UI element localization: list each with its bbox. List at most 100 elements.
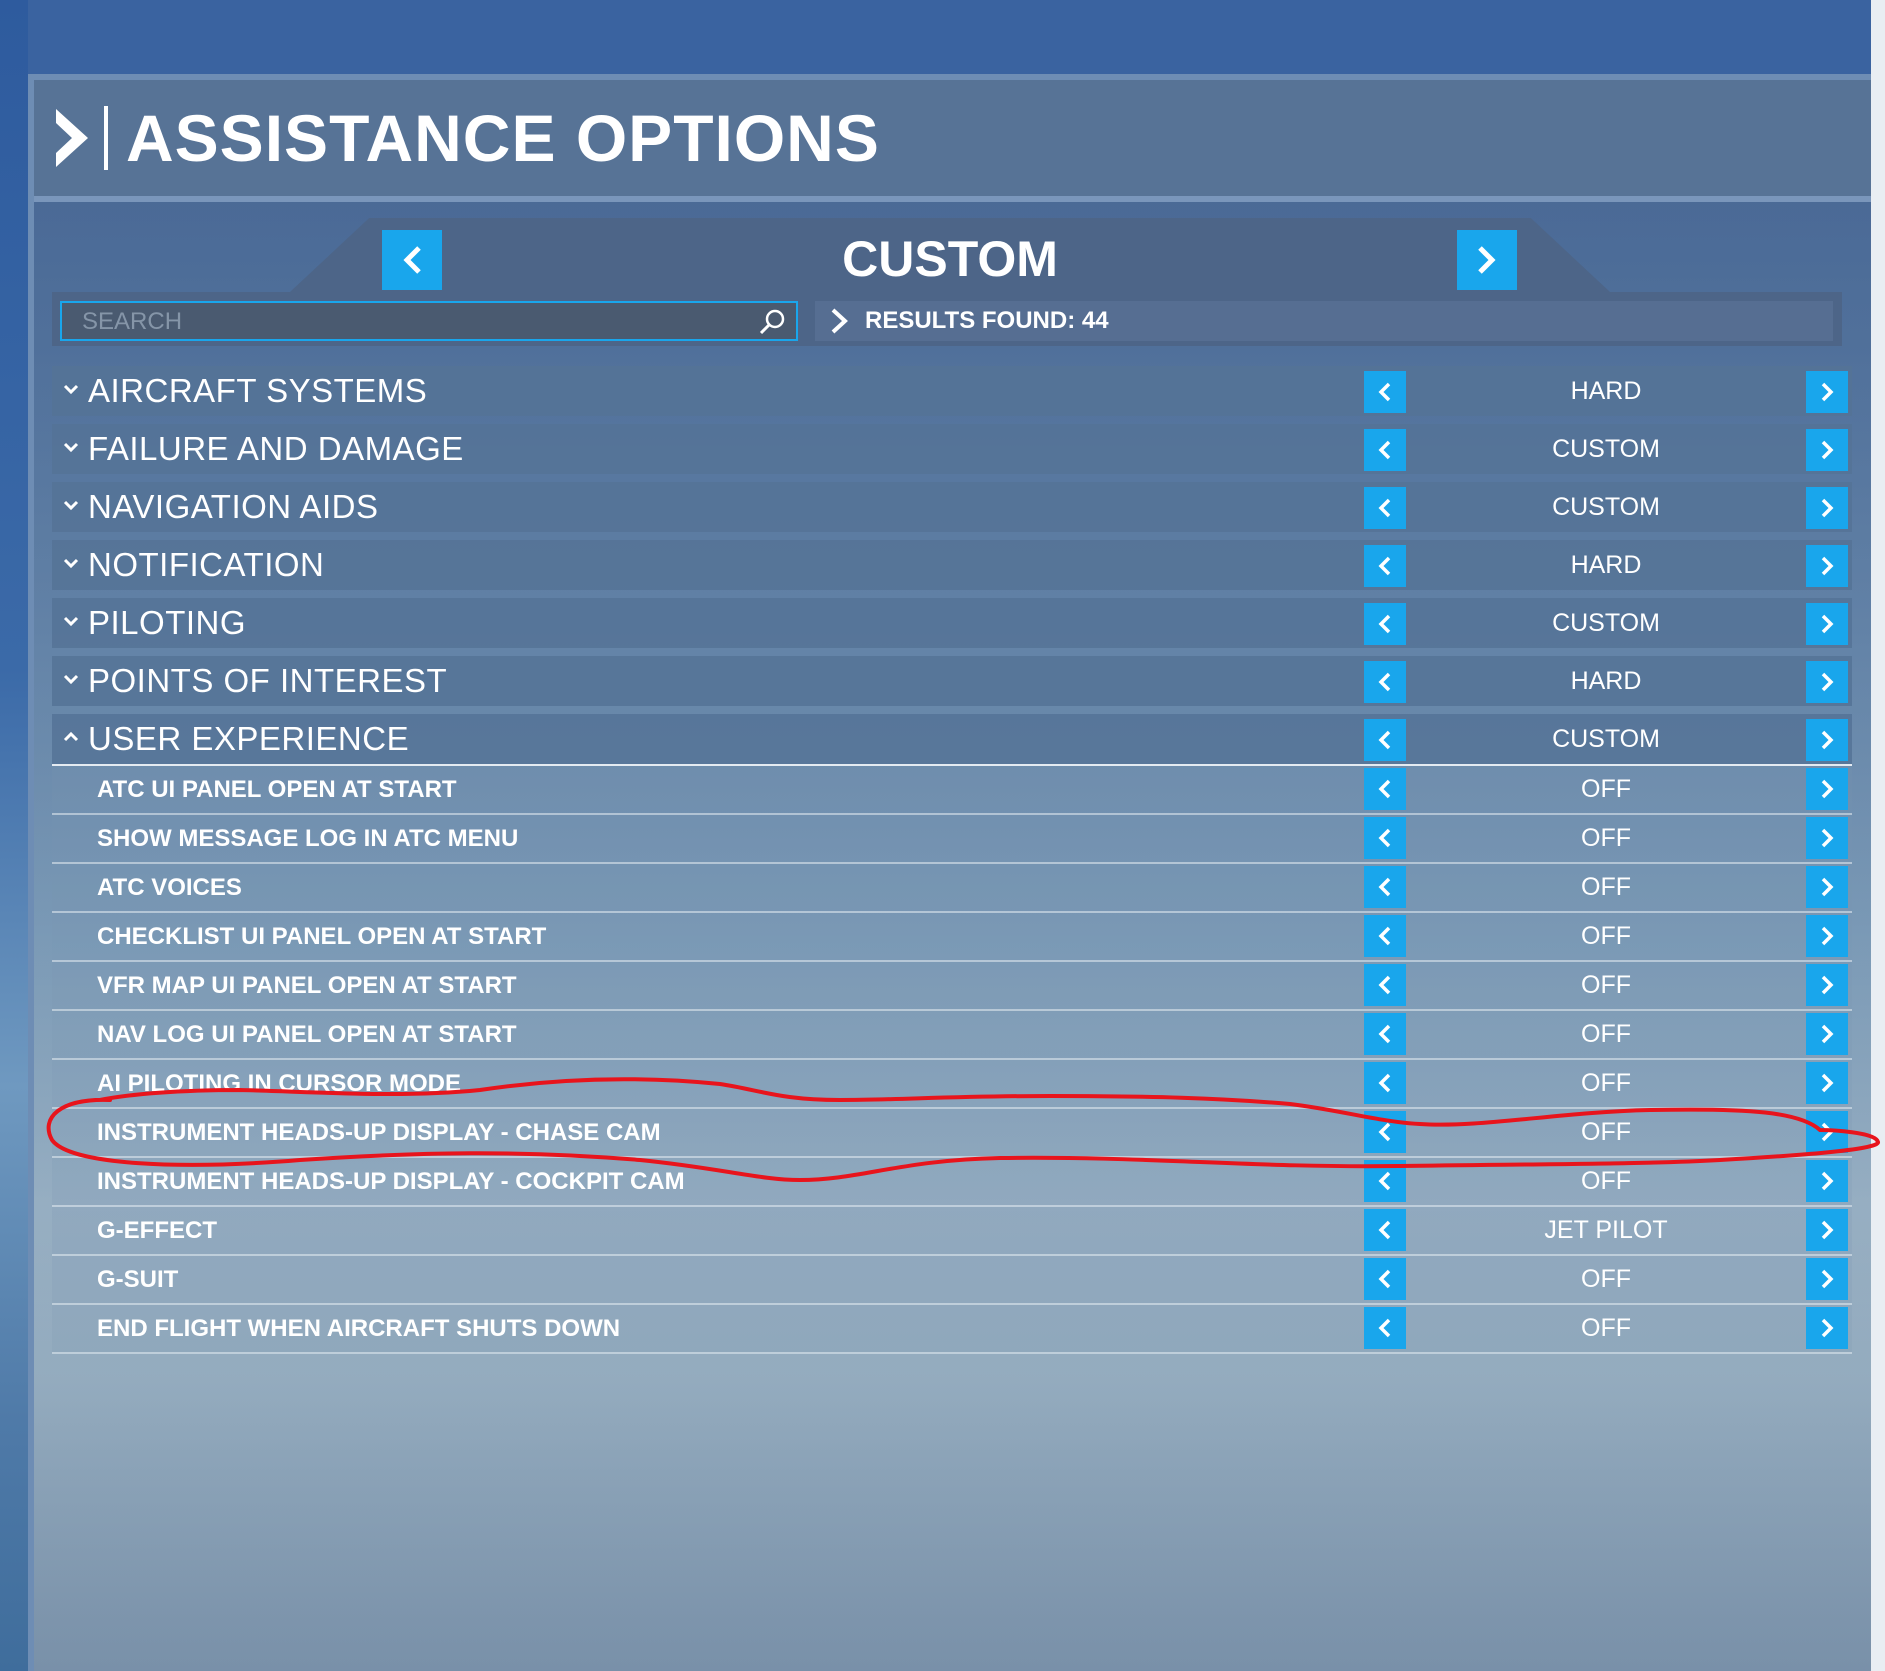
previous-value-button[interactable]: [1364, 371, 1406, 413]
option-value: OFF: [1581, 971, 1631, 999]
previous-value-button[interactable]: [1364, 1111, 1406, 1153]
next-value-button[interactable]: [1806, 817, 1848, 859]
next-value-button[interactable]: [1806, 1209, 1848, 1251]
previous-value-button[interactable]: [1364, 817, 1406, 859]
chevron-left-icon: [1378, 779, 1391, 799]
header-divider: [104, 106, 108, 170]
next-value-button[interactable]: [1806, 1111, 1848, 1153]
option-row-message-log[interactable]: SHOW MESSAGE LOG IN ATC MENU OFF: [52, 815, 1852, 864]
category-points-of-interest[interactable]: POINTS OF INTEREST HARD: [52, 656, 1852, 706]
next-value-button[interactable]: [1806, 1307, 1848, 1349]
next-value-button[interactable]: [1806, 603, 1848, 645]
chevron-right-icon: [1821, 730, 1834, 750]
next-value-button[interactable]: [1806, 768, 1848, 810]
chevron-down-icon: [63, 442, 79, 453]
category-failure-and-damage[interactable]: FAILURE AND DAMAGE CUSTOM: [52, 424, 1852, 474]
option-label: CHECKLIST UI PANEL OPEN AT START: [97, 923, 547, 950]
option-value: OFF: [1581, 1167, 1631, 1195]
chevron-right-icon: [1821, 1073, 1834, 1093]
option-label: G-SUIT: [97, 1266, 179, 1293]
next-value-button[interactable]: [1806, 866, 1848, 908]
background-left-edge: [0, 0, 28, 1671]
previous-value-button[interactable]: [1364, 487, 1406, 529]
category-notification[interactable]: NOTIFICATION HARD: [52, 540, 1852, 590]
previous-value-button[interactable]: [1364, 661, 1406, 703]
chevron-right-icon: [1821, 1024, 1834, 1044]
search-box[interactable]: [60, 301, 798, 341]
previous-value-button[interactable]: [1364, 1013, 1406, 1055]
option-value: OFF: [1581, 922, 1631, 950]
chevron-left-icon: [1378, 828, 1391, 848]
option-row-atc-ui-panel[interactable]: ATC UI PANEL OPEN AT START OFF: [52, 766, 1852, 815]
chevron-right-icon: [1821, 614, 1834, 634]
next-value-button[interactable]: [1806, 1062, 1848, 1104]
previous-value-button[interactable]: [1364, 1258, 1406, 1300]
next-value-button[interactable]: [1806, 915, 1848, 957]
chevron-right-icon: [1821, 975, 1834, 995]
chevron-right-icon: [1821, 1171, 1834, 1191]
previous-value-button[interactable]: [1364, 1307, 1406, 1349]
category-navigation-aids[interactable]: NAVIGATION AIDS CUSTOM: [52, 482, 1852, 532]
option-row-hud-chase-cam[interactable]: INSTRUMENT HEADS-UP DISPLAY - CHASE CAM …: [52, 1109, 1852, 1158]
previous-value-button[interactable]: [1364, 1062, 1406, 1104]
option-value: OFF: [1581, 1265, 1631, 1293]
search-input[interactable]: [62, 303, 764, 341]
next-value-button[interactable]: [1806, 1013, 1848, 1055]
option-value: OFF: [1581, 824, 1631, 852]
chevron-right-icon: [1821, 828, 1834, 848]
option-row-g-suit[interactable]: G-SUIT OFF: [52, 1256, 1852, 1305]
next-value-button[interactable]: [1806, 719, 1848, 761]
next-value-button[interactable]: [1806, 1258, 1848, 1300]
option-row-end-flight[interactable]: END FLIGHT WHEN AIRCRAFT SHUTS DOWN OFF: [52, 1305, 1852, 1354]
chevron-down-icon: [63, 500, 79, 511]
next-value-button[interactable]: [1806, 429, 1848, 471]
next-value-button[interactable]: [1806, 661, 1848, 703]
option-value: OFF: [1581, 1020, 1631, 1048]
next-value-button[interactable]: [1806, 371, 1848, 413]
previous-value-button[interactable]: [1364, 1160, 1406, 1202]
preset-next-button[interactable]: [1457, 230, 1517, 290]
previous-value-button[interactable]: [1364, 719, 1406, 761]
option-row-nav-log-panel[interactable]: NAV LOG UI PANEL OPEN AT START OFF: [52, 1011, 1852, 1060]
previous-value-button[interactable]: [1364, 915, 1406, 957]
category-value: HARD: [1570, 377, 1642, 405]
previous-value-button[interactable]: [1364, 866, 1406, 908]
chevron-down-icon: [63, 616, 79, 627]
option-row-checklist-panel[interactable]: CHECKLIST UI PANEL OPEN AT START OFF: [52, 913, 1852, 962]
chevron-left-icon: [1378, 1220, 1391, 1240]
chevron-down-icon: [63, 558, 79, 569]
option-value: OFF: [1581, 873, 1631, 901]
option-label: ATC UI PANEL OPEN AT START: [97, 776, 457, 803]
chevron-left-icon: [1378, 730, 1391, 750]
next-value-button[interactable]: [1806, 487, 1848, 529]
option-row-ai-piloting[interactable]: AI PILOTING IN CURSOR MODE OFF: [52, 1060, 1852, 1109]
option-row-g-effect[interactable]: G-EFFECT JET PILOT: [52, 1207, 1852, 1256]
chevron-left-icon: [1378, 1171, 1391, 1191]
category-value: HARD: [1570, 667, 1642, 695]
category-label: FAILURE AND DAMAGE: [88, 430, 464, 467]
previous-value-button[interactable]: [1364, 964, 1406, 1006]
category-user-experience[interactable]: USER EXPERIENCE CUSTOM: [52, 714, 1852, 766]
previous-value-button[interactable]: [1364, 545, 1406, 587]
previous-value-button[interactable]: [1364, 429, 1406, 471]
option-value: OFF: [1581, 1314, 1631, 1342]
results-count: RESULTS FOUND: 44: [865, 307, 1109, 334]
next-value-button[interactable]: [1806, 964, 1848, 1006]
previous-value-button[interactable]: [1364, 768, 1406, 810]
next-value-button[interactable]: [1806, 1160, 1848, 1202]
option-row-hud-cockpit-cam[interactable]: INSTRUMENT HEADS-UP DISPLAY - COCKPIT CA…: [52, 1158, 1852, 1207]
option-label: G-EFFECT: [97, 1217, 217, 1244]
category-piloting[interactable]: PILOTING CUSTOM: [52, 598, 1852, 648]
preset-previous-button[interactable]: [382, 230, 442, 290]
search-icon[interactable]: [758, 307, 788, 337]
background-right-edge: [1871, 0, 1885, 1671]
chevron-left-icon: [1378, 498, 1391, 518]
chevron-right-icon: [1821, 672, 1834, 692]
next-value-button[interactable]: [1806, 545, 1848, 587]
option-row-vfr-map-panel[interactable]: VFR MAP UI PANEL OPEN AT START OFF: [52, 962, 1852, 1011]
option-row-atc-voices[interactable]: ATC VOICES OFF: [52, 864, 1852, 913]
option-value: OFF: [1581, 1069, 1631, 1097]
category-aircraft-systems[interactable]: AIRCRAFT SYSTEMS HARD: [52, 366, 1852, 416]
previous-value-button[interactable]: [1364, 1209, 1406, 1251]
previous-value-button[interactable]: [1364, 603, 1406, 645]
